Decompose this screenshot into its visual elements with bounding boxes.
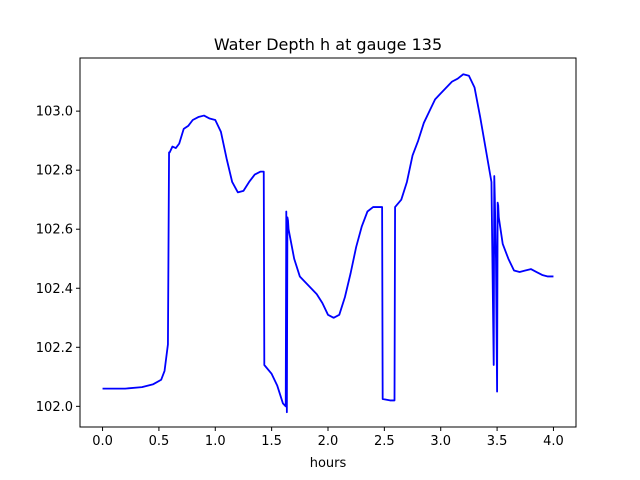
y-tick-label: 102.8: [36, 164, 73, 179]
series-layer: [102, 73, 554, 414]
x-tick-label: 0.0: [92, 434, 113, 449]
y-tick-label: 102.2: [36, 341, 73, 356]
x-tick-label: 0.5: [149, 434, 170, 449]
series-line-0: [102, 73, 554, 414]
x-tick-label: 3.0: [430, 434, 451, 449]
y-tick-label: 102.6: [36, 223, 73, 238]
chart-title: Water Depth h at gauge 135: [214, 35, 442, 54]
x-tick-label: 3.5: [487, 434, 508, 449]
x-tick-label: 2.0: [318, 434, 339, 449]
x-tick-label: 4.0: [543, 434, 564, 449]
y-tick-label: 103.0: [36, 105, 73, 120]
x-tick-label: 2.5: [374, 434, 395, 449]
y-tick-label: 102.0: [36, 400, 73, 415]
x-tick-label: 1.0: [205, 434, 226, 449]
x-axis-label: hours: [310, 456, 347, 471]
x-axis: 0.0 0.5 1.0 1.5 2.0 2.5 3.0 3.5 4.0: [92, 427, 564, 449]
x-tick-label: 1.5: [261, 434, 282, 449]
plot-frame: [79, 57, 577, 428]
y-tick-label: 102.4: [36, 282, 73, 297]
y-axis: 102.0 102.2 102.4 102.6 102.8 103.0: [36, 105, 80, 415]
